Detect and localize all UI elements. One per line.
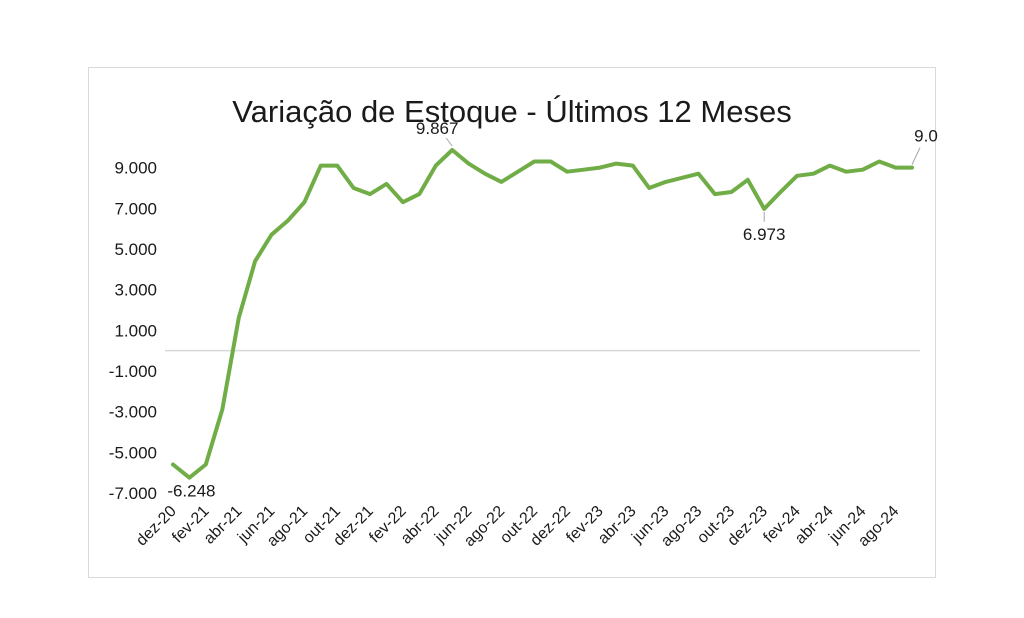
y-tick-label: 9.000 [114,159,157,178]
y-tick-label: -5.000 [109,443,157,462]
data-label: 9.0 [914,127,938,146]
x-tick-label: abr-21 [201,503,246,548]
data-label: -6.248 [167,482,215,501]
y-tick-label: -7.000 [109,484,157,503]
y-tick-label: -1.000 [109,362,157,381]
x-tick-label: dez-20 [133,503,180,550]
series-line [171,148,914,480]
y-tick-label: 3.000 [114,281,157,300]
y-tick-label: -3.000 [109,403,157,422]
data-labels: -6.248 9.867 6.973 9.0 [167,119,937,501]
leader-line [911,147,921,165]
y-axis: -7.000 -5.000 -3.000 -1.000 1.000 3.000 5.000 7… [109,159,157,503]
data-label: 9.867 [416,119,459,138]
x-tick-label: abr-23 [595,503,640,548]
leader-line [445,137,453,147]
x-tick-label: abr-24 [792,503,837,548]
chart-area [88,67,936,578]
data-label: 6.973 [743,225,786,244]
series [171,148,914,480]
y-tick-label: 1.000 [114,321,157,340]
x-axis: dez-20fev-21abr-21jun-21ago-21out-21dez-… [133,503,902,550]
chart-title: Variação de Estoque - Últimos 12 Meses [232,94,791,129]
x-tick-label: abr-22 [398,503,443,548]
y-tick-label: 5.000 [114,240,157,259]
y-tick-label: 7.000 [114,199,157,218]
